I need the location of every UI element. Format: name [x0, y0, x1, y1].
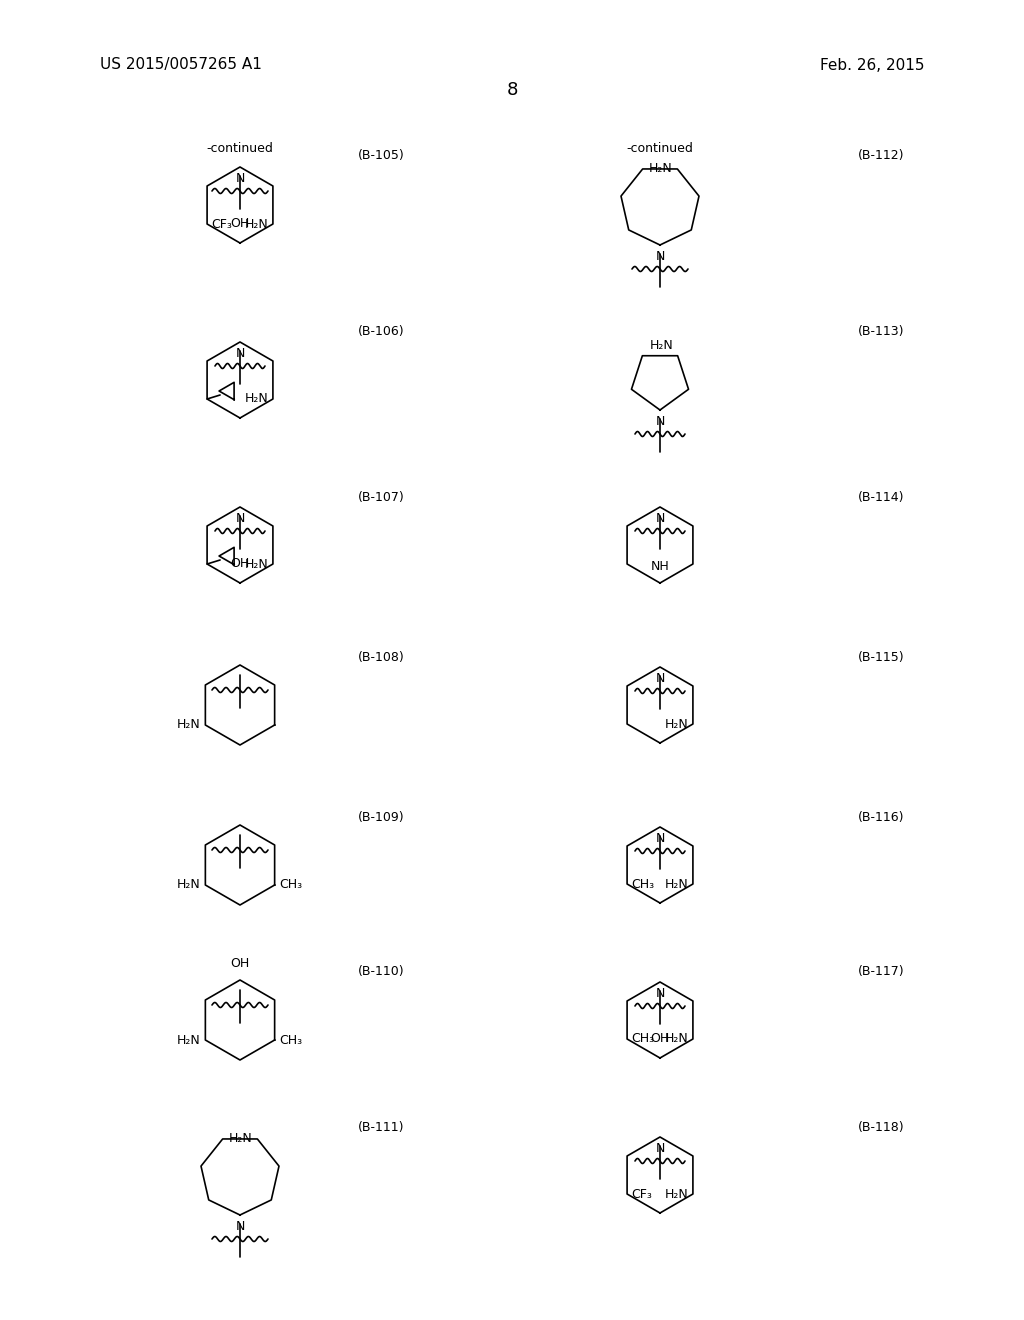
- Text: (B-105): (B-105): [358, 149, 404, 161]
- Text: (B-107): (B-107): [358, 491, 404, 503]
- Text: N: N: [655, 987, 665, 1001]
- Text: CH₃: CH₃: [631, 1032, 654, 1045]
- Text: N: N: [655, 249, 665, 263]
- Text: N: N: [655, 832, 665, 845]
- Text: H₂N: H₂N: [228, 1133, 252, 1146]
- Text: N: N: [655, 1142, 665, 1155]
- Text: H₂N: H₂N: [648, 162, 673, 176]
- Text: H₂N: H₂N: [666, 1032, 689, 1045]
- Text: -continued: -continued: [627, 141, 693, 154]
- Text: N: N: [236, 1220, 245, 1233]
- Text: (B-108): (B-108): [358, 651, 404, 664]
- Text: CF₃: CF₃: [211, 218, 232, 231]
- Text: (B-106): (B-106): [358, 326, 404, 338]
- Text: Feb. 26, 2015: Feb. 26, 2015: [819, 58, 924, 73]
- Text: OH: OH: [650, 1032, 670, 1045]
- Text: (B-114): (B-114): [858, 491, 904, 503]
- Text: H₂N: H₂N: [666, 1188, 689, 1200]
- Text: NH: NH: [650, 560, 670, 573]
- Text: -continued: -continued: [207, 141, 273, 154]
- Text: H₂N: H₂N: [666, 878, 689, 891]
- Text: H₂N: H₂N: [176, 1034, 201, 1047]
- Text: (B-110): (B-110): [358, 965, 404, 978]
- Text: H₂N: H₂N: [245, 557, 269, 570]
- Text: H₂N: H₂N: [666, 718, 689, 730]
- Text: (B-115): (B-115): [858, 651, 904, 664]
- Text: H₂N: H₂N: [245, 392, 269, 405]
- Text: N: N: [655, 414, 665, 428]
- Text: OH: OH: [230, 216, 250, 230]
- Text: CH₃: CH₃: [280, 879, 303, 891]
- Text: H₂N: H₂N: [650, 339, 674, 351]
- Text: N: N: [236, 347, 245, 360]
- Text: (B-111): (B-111): [358, 1121, 404, 1134]
- Text: N: N: [655, 672, 665, 685]
- Text: OH: OH: [230, 957, 250, 970]
- Text: (B-109): (B-109): [358, 810, 404, 824]
- Text: (B-117): (B-117): [858, 965, 904, 978]
- Text: N: N: [655, 512, 665, 525]
- Text: (B-113): (B-113): [858, 326, 904, 338]
- Text: (B-112): (B-112): [858, 149, 904, 161]
- Text: H₂N: H₂N: [176, 879, 201, 891]
- Text: (B-116): (B-116): [858, 810, 904, 824]
- Text: H₂N: H₂N: [245, 218, 269, 231]
- Text: N: N: [236, 512, 245, 525]
- Text: CF₃: CF₃: [631, 1188, 652, 1200]
- Text: N: N: [236, 172, 245, 185]
- Text: CH₃: CH₃: [280, 1034, 303, 1047]
- Text: CH₃: CH₃: [631, 878, 654, 891]
- Text: H₂N: H₂N: [176, 718, 201, 731]
- Text: (B-118): (B-118): [858, 1121, 904, 1134]
- Text: US 2015/0057265 A1: US 2015/0057265 A1: [100, 58, 262, 73]
- Text: OH: OH: [230, 557, 250, 570]
- Text: 8: 8: [506, 81, 518, 99]
